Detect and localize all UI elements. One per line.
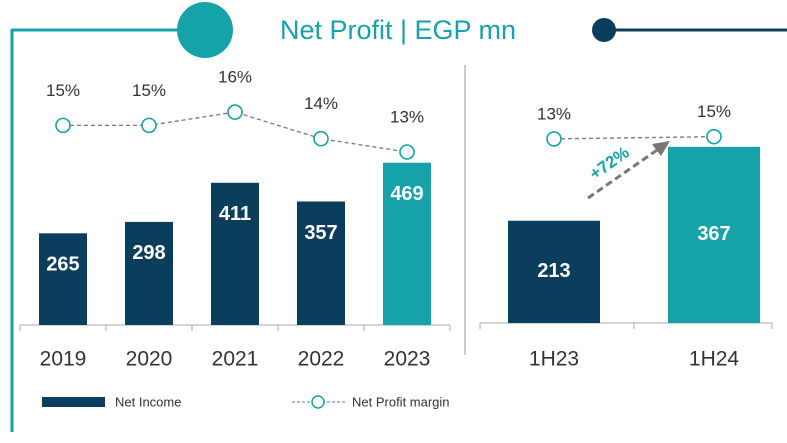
margin-marker [313, 130, 329, 147]
margin-marker [55, 117, 71, 134]
x-tick-label: 2020 [126, 348, 173, 371]
margin-marker [546, 131, 562, 147]
growth-arrow [587, 146, 661, 200]
bar [39, 233, 87, 325]
bar-value-label: 298 [132, 242, 165, 264]
margin-label: 16% [218, 68, 252, 87]
bar-value-label: 357 [304, 222, 337, 244]
margin-label: 15% [132, 81, 166, 100]
legend-label: Net Income [115, 394, 181, 409]
bar [211, 182, 259, 325]
bar-value-label: 265 [46, 254, 79, 276]
x-tick-label: 2022 [298, 348, 345, 371]
x-tick-label: 2023 [384, 348, 431, 371]
x-tick-label: 1H23 [529, 348, 579, 371]
bar-value-label: 411 [219, 203, 251, 225]
x-tick-label: 1H24 [689, 348, 740, 371]
margin-label: 13% [390, 107, 424, 126]
margin-label: 15% [46, 81, 80, 100]
margin-marker [706, 128, 722, 145]
bar-value-label: 213 [537, 260, 570, 282]
chart-title: Net Profit | EGP mn [280, 15, 516, 45]
title-dot [177, 2, 233, 58]
margin-marker [141, 117, 157, 134]
legend-marker [311, 395, 325, 409]
bar-value-label: 367 [697, 223, 730, 245]
growth-annotation: +72% [586, 143, 633, 184]
growth-arrow-head [652, 141, 670, 156]
margin-line [553, 135, 715, 140]
bar [297, 201, 345, 325]
bar-value-label: 469 [390, 183, 423, 205]
bar [383, 162, 431, 325]
legend-swatch [42, 397, 105, 407]
margin-marker [227, 104, 243, 120]
bar [668, 146, 760, 323]
bar [125, 221, 173, 325]
bar [508, 220, 600, 323]
margin-line [63, 111, 408, 153]
margin-marker [399, 144, 415, 160]
x-tick-label: 2021 [212, 348, 259, 371]
legend-label: Net Profit margin [352, 394, 450, 409]
margin-label: 13% [537, 104, 571, 123]
title-dot [592, 18, 616, 42]
margin-label: 15% [697, 102, 731, 121]
x-tick-label: 2019 [40, 348, 87, 371]
margin-label: 14% [304, 94, 338, 113]
